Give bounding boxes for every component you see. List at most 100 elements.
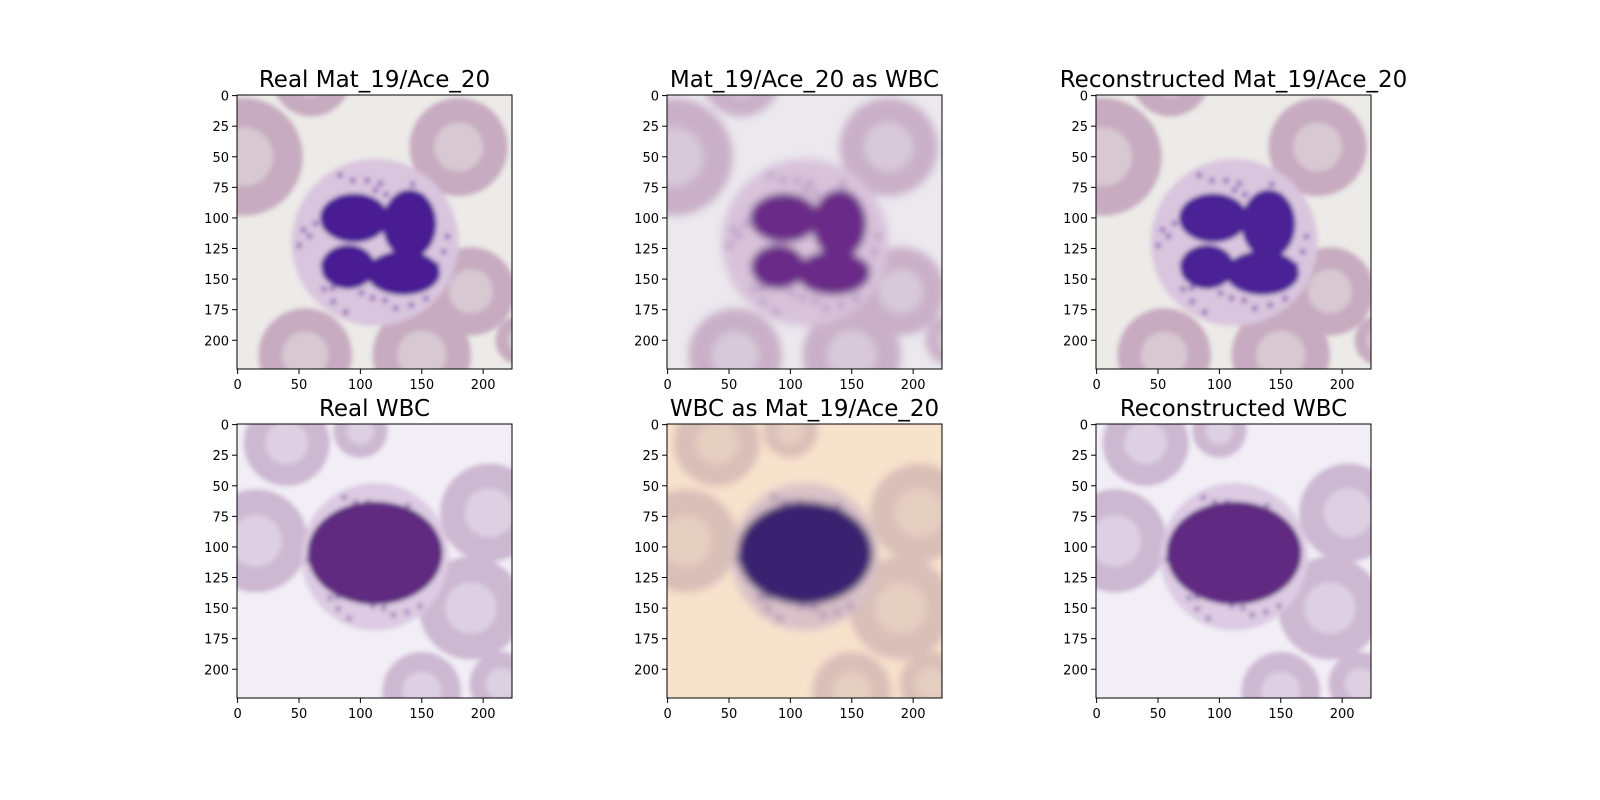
nucleus: [1180, 244, 1235, 289]
y-tick-label: 200: [634, 663, 659, 678]
subplot: 0 50 100 150 200 0 25 50 75 100 125 150 175 200 Recons…: [1063, 396, 1372, 722]
red-cell-center: [937, 330, 942, 350]
nucleus: [1225, 250, 1300, 296]
red-cell-center: [237, 515, 282, 567]
image-content: [237, 424, 512, 698]
x-tick-label: 200: [471, 378, 496, 393]
granule: [1179, 285, 1187, 293]
nucleus: [749, 193, 819, 243]
granule: [1267, 302, 1274, 309]
granule: [736, 233, 743, 240]
x-tick-label: 150: [409, 707, 434, 722]
y-tick-label: 75: [1071, 181, 1088, 196]
red-cell: [495, 317, 512, 364]
granule: [742, 220, 749, 227]
red-cell-center: [434, 122, 484, 172]
x-tick-label: 50: [721, 378, 738, 393]
red-cell-center: [695, 424, 739, 465]
granule: [1171, 220, 1178, 227]
red-cell-center: [1261, 671, 1301, 698]
x-tick-label: 50: [1150, 378, 1167, 393]
y-tick-label: 25: [1071, 120, 1088, 135]
x-tick-label: 200: [901, 378, 926, 393]
granule: [726, 242, 733, 249]
granule: [1236, 180, 1243, 187]
y-tick-label: 150: [1063, 273, 1088, 288]
granule: [820, 611, 827, 618]
image-content: [1096, 95, 1371, 369]
granule: [759, 285, 766, 292]
red-cell-center: [1293, 122, 1343, 172]
x-tick-label: 0: [1092, 378, 1100, 393]
x-tick-label: 0: [1092, 707, 1100, 722]
y-tick-label: 125: [634, 243, 659, 258]
x-tick-label: 200: [901, 707, 926, 722]
y-tick-label: 175: [204, 633, 229, 648]
red-cell-center: [875, 582, 927, 634]
granule: [342, 309, 349, 316]
y-tick-label: 25: [642, 449, 659, 464]
nucleus: [751, 244, 806, 289]
red-cell-center: [448, 269, 493, 314]
red-cell-center: [711, 331, 759, 369]
granule: [349, 177, 356, 184]
granule: [771, 494, 778, 501]
granule: [1268, 181, 1275, 188]
granule: [1185, 594, 1193, 601]
granule: [1196, 172, 1203, 179]
red-cell-center: [507, 330, 512, 350]
subplot-title: Reconstructed Mat_19/Ace_20: [1060, 67, 1408, 93]
axes-frame: [236, 94, 513, 370]
subplot-title: Real WBC: [319, 396, 430, 422]
granule: [838, 302, 845, 309]
granule: [1231, 186, 1238, 194]
image: [667, 424, 942, 698]
granule: [440, 248, 447, 255]
nucleus: [366, 250, 441, 296]
red-cell: [1135, 95, 1206, 117]
red-cell-center: [1140, 331, 1188, 369]
granule: [1201, 309, 1208, 316]
x-tick-label: 150: [1268, 378, 1293, 393]
granule: [1200, 494, 1207, 501]
y-tick-label: 100: [634, 212, 659, 227]
granule: [382, 297, 389, 304]
y-tick-label: 150: [1063, 602, 1088, 617]
granule: [1239, 605, 1246, 612]
red-cell-center: [915, 667, 942, 698]
granule: [807, 180, 814, 187]
granule: [750, 285, 758, 293]
granule: [812, 297, 819, 304]
granule: [409, 181, 416, 188]
y-tick-label: 200: [1063, 663, 1088, 678]
x-tick-label: 150: [839, 378, 864, 393]
x-tick-label: 50: [291, 378, 308, 393]
y-tick-label: 75: [212, 510, 229, 525]
x-tick-label: 50: [721, 707, 738, 722]
subplot-title: WBC as Mat_19/Ace_20: [670, 396, 939, 422]
x-tick-label: 0: [233, 707, 241, 722]
nucleus: [1241, 189, 1296, 259]
granule: [320, 285, 328, 293]
granule: [1188, 285, 1195, 292]
granule: [364, 177, 371, 184]
granule: [377, 180, 384, 187]
x-tick-label: 100: [778, 707, 803, 722]
granule: [812, 191, 820, 198]
granule: [1251, 305, 1258, 312]
granule: [306, 233, 313, 240]
y-tick-label: 50: [1071, 151, 1088, 166]
granule: [833, 609, 840, 616]
granule: [799, 294, 806, 302]
y-tick-label: 50: [642, 151, 659, 166]
granule: [329, 285, 336, 292]
y-tick-label: 50: [212, 151, 229, 166]
subplot-title: Mat_19/Ace_20 as WBC: [670, 67, 939, 93]
nucleus: [307, 501, 443, 605]
granule: [382, 191, 390, 198]
red-cell: [1354, 317, 1371, 364]
red-cell-center: [485, 667, 512, 698]
granule: [341, 494, 348, 501]
y-tick-label: 125: [204, 243, 229, 258]
red-cell-center: [776, 424, 804, 445]
